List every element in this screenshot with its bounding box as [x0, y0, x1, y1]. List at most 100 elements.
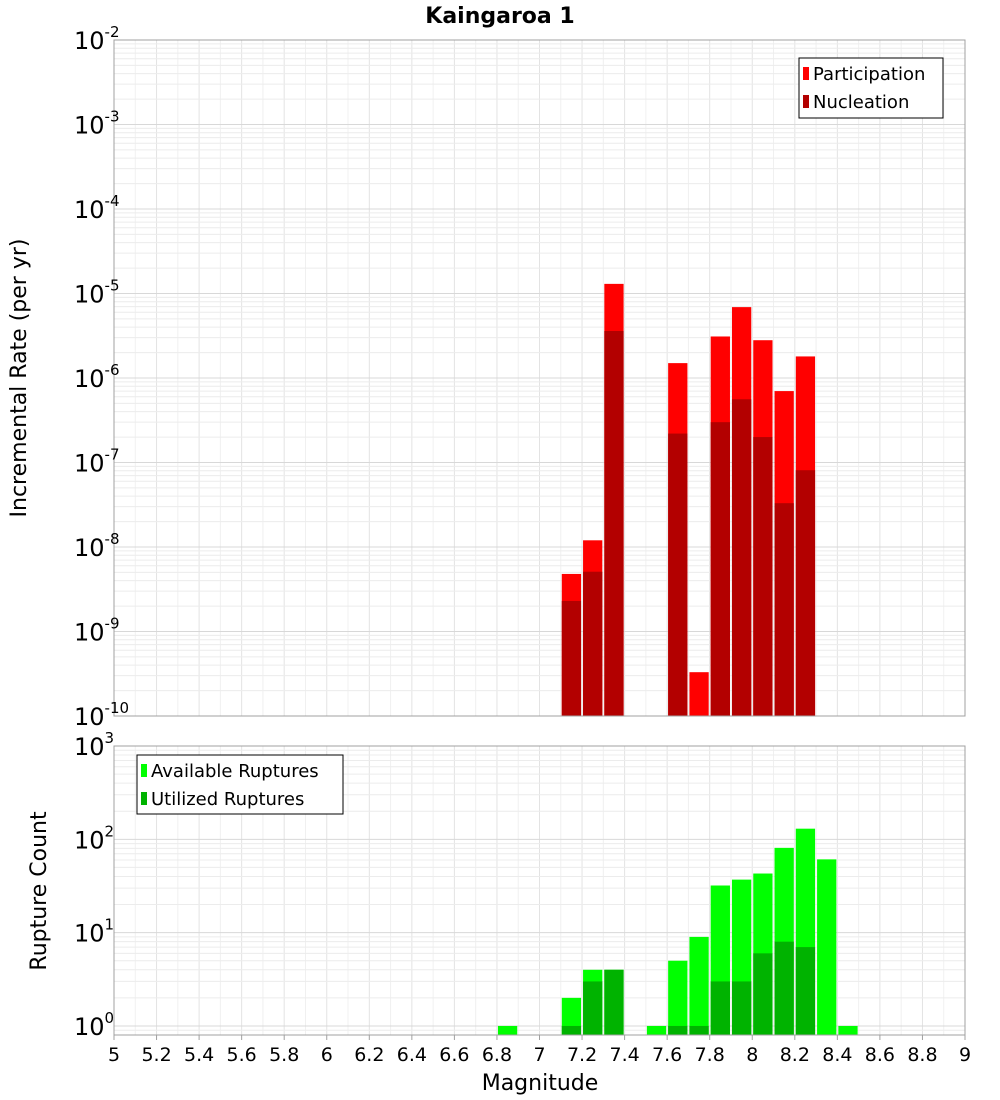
x-tick-label: 5.4 — [184, 1044, 214, 1066]
x-tick-label: 8 — [746, 1044, 758, 1066]
rate-bar-nucleation — [753, 437, 773, 716]
y-tick-exponent: 3 — [105, 729, 115, 747]
count-bar-available-ruptures — [561, 997, 582, 1035]
x-tick-label: 6.8 — [482, 1044, 512, 1066]
y-tick-exponent: -10 — [105, 699, 130, 717]
y-tick-label: 10-10 — [74, 699, 129, 731]
count-y-axis-label: Rupture Count — [27, 811, 52, 971]
x-tick-label: 8.4 — [822, 1044, 852, 1066]
y-tick-label: 100 — [74, 1009, 114, 1041]
count-bar-utilized-ruptures — [710, 981, 730, 1035]
y-tick-exponent: -8 — [105, 530, 120, 548]
x-tick-label: 7 — [533, 1044, 545, 1066]
count-bars — [497, 828, 858, 1035]
y-tick-label: 10-9 — [74, 615, 120, 647]
rate-y-ticks: 10-2 10-3 10-4 10-5 10-6 10-7 10-8 10-9 10-10 — [74, 23, 129, 731]
x-tick-label: 8.6 — [865, 1044, 895, 1066]
count-bar-available-ruptures — [817, 859, 837, 1035]
x-tick-label: 6 — [321, 1044, 333, 1066]
rate-bar-nucleation — [710, 422, 730, 716]
y-tick-label: 10-4 — [74, 192, 120, 224]
rate-bar-nucleation — [795, 470, 816, 716]
x-tick-label: 9 — [959, 1044, 971, 1066]
y-tick-exponent: -2 — [105, 23, 120, 41]
x-tick-label: 6.2 — [354, 1044, 384, 1066]
rate-panel: 10-2 10-3 10-4 10-5 10-6 10-7 10-8 10-9 10-10 In… — [7, 23, 966, 731]
y-tick-exponent: 2 — [105, 822, 115, 840]
y-tick-exponent: -5 — [105, 277, 120, 295]
x-tick-label: 5 — [108, 1044, 120, 1066]
count-bar-utilized-ruptures — [774, 941, 794, 1035]
rate-bars — [561, 283, 816, 716]
y-tick-label: 10-6 — [74, 361, 120, 393]
count-bar-utilized-ruptures — [604, 969, 624, 1035]
legend-label: Available Ruptures — [151, 761, 319, 782]
legend-label: Nucleation — [813, 92, 909, 113]
count-legend: Available Ruptures Utilized Ruptures — [136, 754, 344, 815]
legend-swatch — [803, 95, 809, 108]
legend-swatch — [141, 792, 147, 805]
rate-bar-participation — [689, 672, 709, 716]
legend-frame — [136, 754, 344, 815]
count-bar-available-ruptures — [838, 1025, 858, 1035]
rate-bar-nucleation — [604, 330, 624, 716]
x-axis-label: Magnitude — [482, 1071, 599, 1096]
rate-legend: Participation Nucleation — [798, 57, 944, 119]
count-bar-utilized-ruptures — [689, 1025, 709, 1035]
count-bar-utilized-ruptures — [753, 953, 773, 1035]
x-tick-label: 7.2 — [567, 1044, 597, 1066]
y-tick-exponent: -4 — [105, 192, 120, 210]
x-tick-label: 8.8 — [907, 1044, 937, 1066]
x-tick-label: 7.6 — [652, 1044, 682, 1066]
legend-frame — [798, 57, 944, 119]
count-x-ticks: 5 5.2 5.4 5.6 5.8 6 6.2 6.4 6.6 6.8 7 7.2 7.4 7.6 7.8 8… — [108, 1035, 971, 1066]
x-tick-label: 5.2 — [141, 1044, 171, 1066]
count-bar-utilized-ruptures — [583, 981, 603, 1035]
count-bar-available-ruptures — [689, 936, 709, 1035]
y-tick-label: 10-8 — [74, 530, 120, 562]
count-bar-available-ruptures — [668, 960, 688, 1035]
x-tick-label: 5.8 — [269, 1044, 299, 1066]
x-tick-label: 7.8 — [695, 1044, 725, 1066]
rate-bar-nucleation — [668, 433, 688, 716]
rate-bar-nucleation — [774, 503, 794, 716]
count-bar-utilized-ruptures — [561, 1025, 582, 1035]
y-tick-label: 103 — [74, 729, 114, 761]
y-tick-exponent: -6 — [105, 361, 120, 379]
y-tick-label: 10-7 — [74, 446, 120, 478]
legend-label: Utilized Ruptures — [151, 789, 304, 810]
y-tick-exponent: 1 — [105, 916, 115, 934]
x-tick-label: 6.6 — [439, 1044, 469, 1066]
rate-plot-frame — [113, 39, 966, 717]
count-bar-utilized-ruptures — [795, 947, 816, 1035]
y-tick-label: 10-2 — [74, 23, 120, 55]
y-tick-exponent: 0 — [105, 1009, 115, 1027]
rate-bar-nucleation — [561, 600, 582, 716]
rate-bar-nucleation — [583, 571, 603, 716]
legend-swatch — [141, 764, 147, 777]
y-tick-label: 102 — [74, 822, 114, 854]
count-bar-available-ruptures — [646, 1025, 667, 1035]
rate-bar-nucleation — [731, 399, 752, 716]
y-tick-label: 10-3 — [74, 108, 120, 140]
legend-swatch — [803, 67, 809, 80]
count-bar-available-ruptures — [497, 1025, 518, 1035]
y-tick-exponent: -3 — [105, 108, 120, 126]
rate-y-axis-label: Incremental Rate (per yr) — [7, 239, 32, 518]
x-tick-label: 5.6 — [227, 1044, 257, 1066]
y-tick-exponent: -9 — [105, 615, 120, 633]
y-tick-label: 101 — [74, 916, 114, 948]
y-tick-exponent: -7 — [105, 446, 120, 464]
rate-gridlines — [113, 40, 966, 717]
chart-title: Kaingaroa 1 — [425, 4, 574, 29]
x-tick-label: 6.4 — [397, 1044, 427, 1066]
count-bar-utilized-ruptures — [668, 1025, 688, 1035]
x-tick-label: 8.2 — [780, 1044, 810, 1066]
x-tick-label: 7.4 — [609, 1044, 639, 1066]
y-tick-label: 10-5 — [74, 277, 120, 309]
legend-label: Participation — [813, 64, 925, 85]
count-bar-utilized-ruptures — [731, 981, 752, 1035]
